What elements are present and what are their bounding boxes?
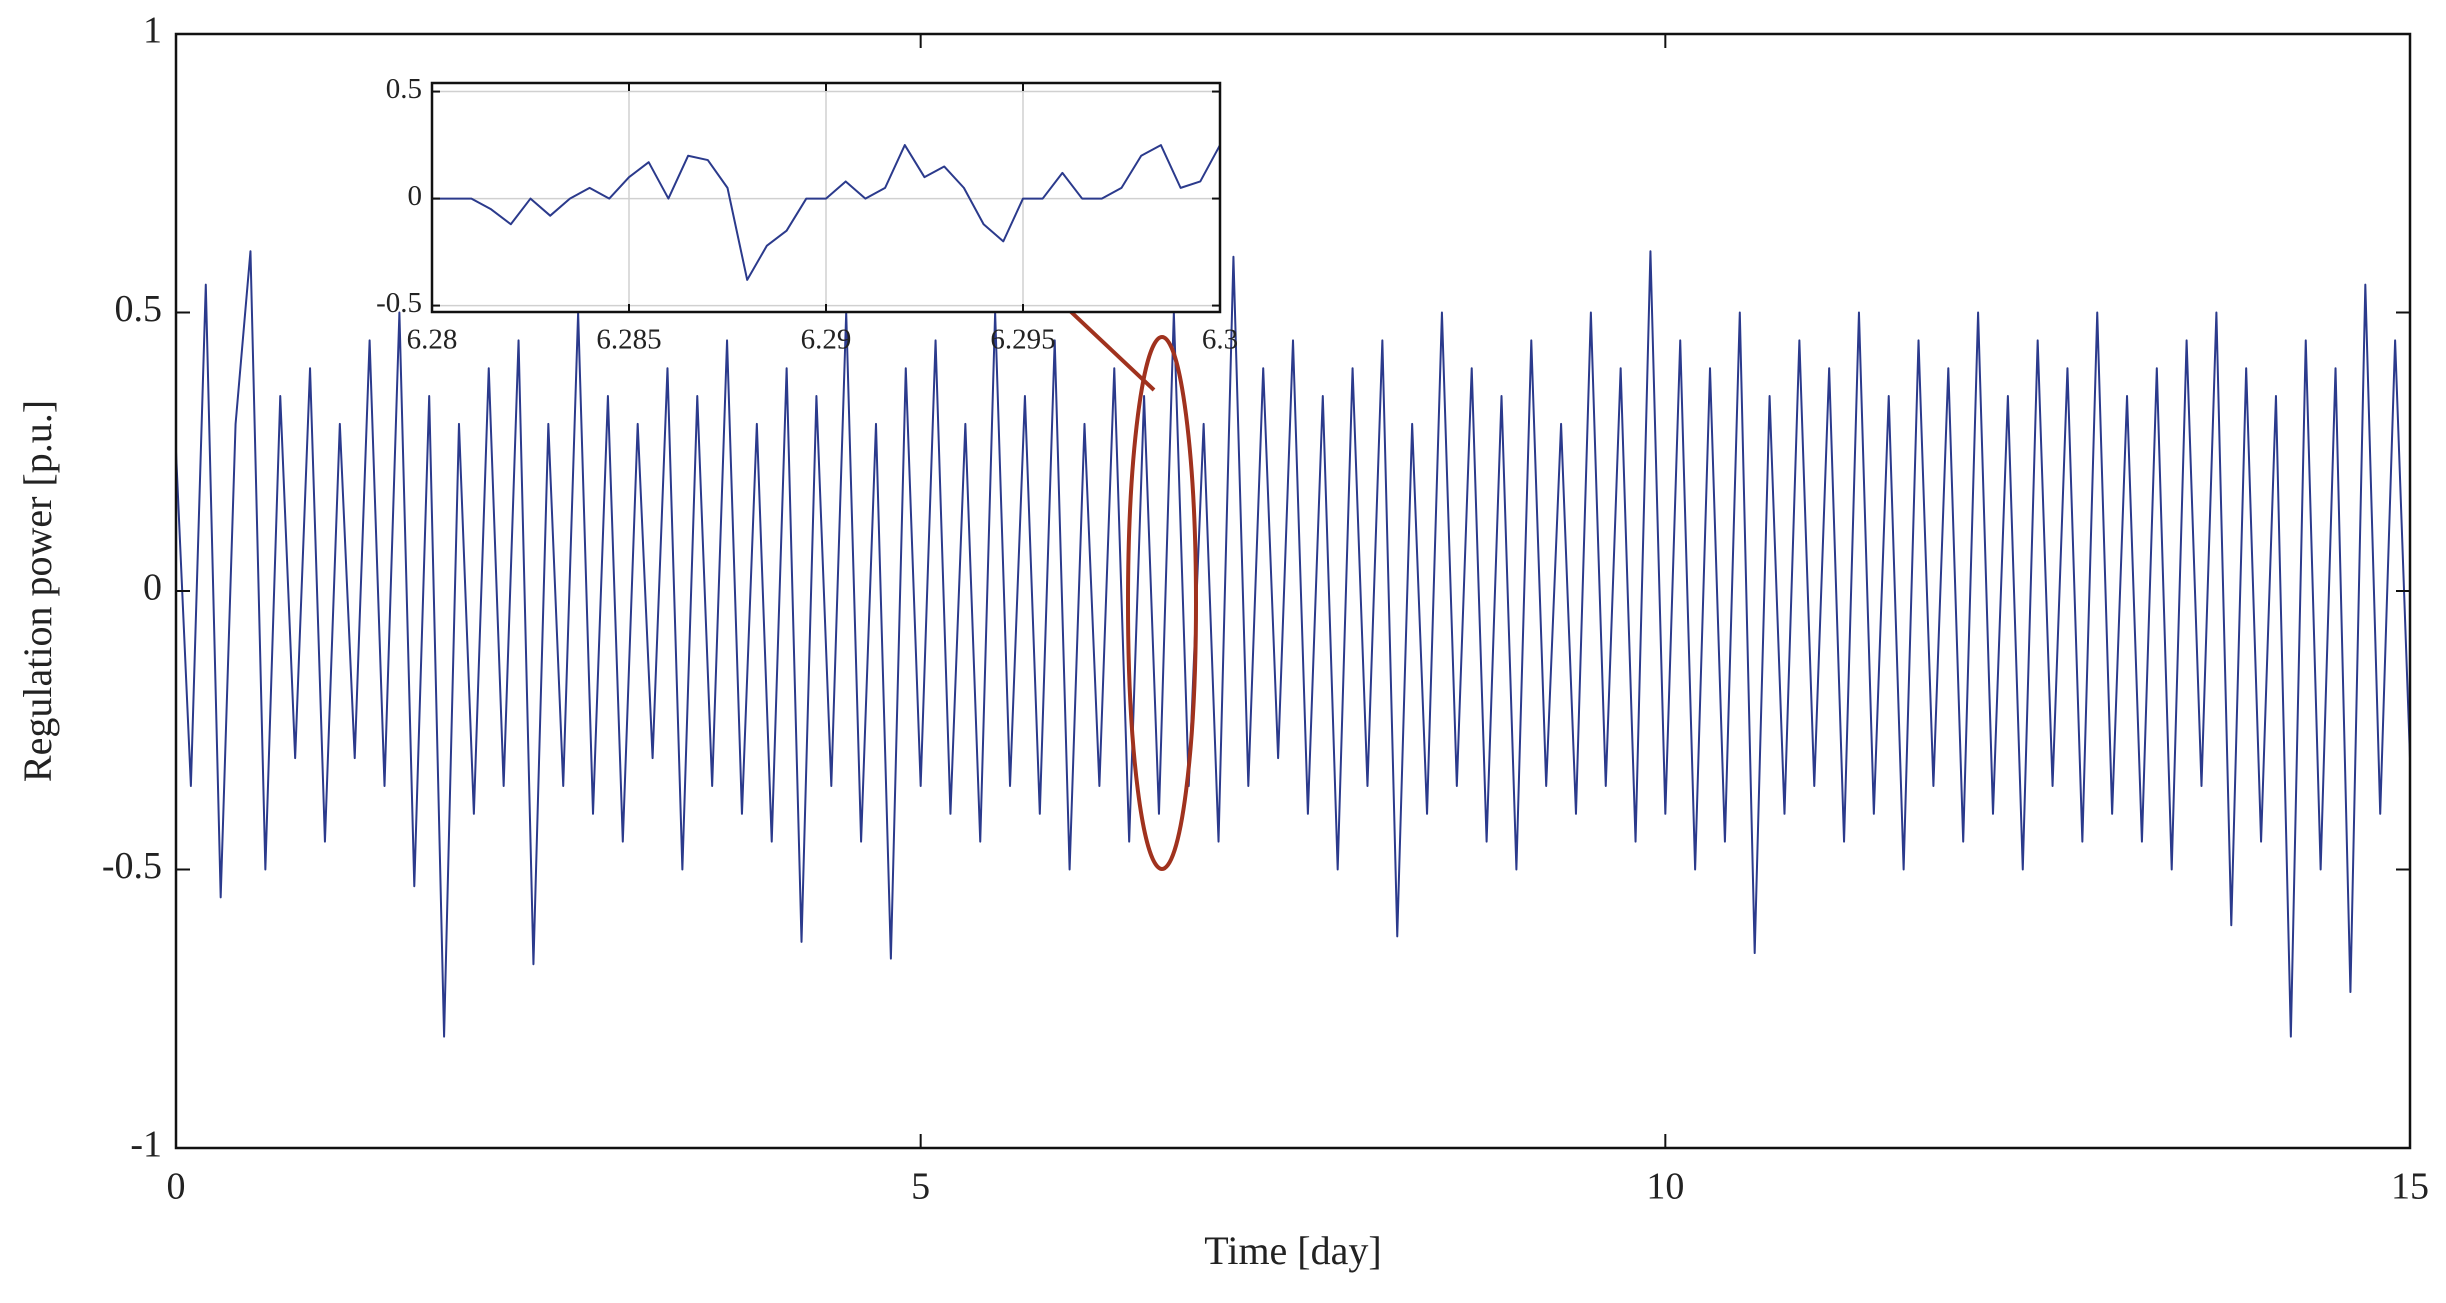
x-tick-label: 6.29	[801, 324, 852, 356]
y-tick-label: 1	[143, 10, 162, 52]
data-line	[175, 250, 2411, 1038]
x-tick-label: 10	[1646, 1166, 1684, 1208]
x-tick-label: 6.28	[407, 324, 458, 356]
x-tick-label: 5	[911, 1166, 930, 1208]
x-axis-label: Time [day]	[1204, 1228, 1381, 1273]
y-axis-label: Regulation power [p.u.]	[15, 400, 60, 782]
data-line	[432, 144, 1221, 281]
y-tick-label: 0.5	[115, 288, 163, 330]
highlight-ellipse	[1126, 335, 1198, 871]
y-tick-label: -1	[130, 1124, 162, 1166]
x-tick-label: 6.295	[990, 324, 1055, 356]
inset-chart: 6.28 6.285 6.29 6.295 6.3 -0.5 0 0.5	[376, 73, 1238, 355]
x-tick-label: 15	[2391, 1166, 2429, 1208]
y-tick-label: 0.5	[386, 73, 422, 105]
x-tick-label: 6.285	[596, 324, 661, 356]
y-tick-label: 0	[143, 567, 162, 609]
x-tick-label: 0	[167, 1166, 186, 1208]
y-tick-label: -0.5	[102, 845, 162, 887]
y-tick-label: -0.5	[376, 287, 422, 319]
y-tick-label: 0	[408, 180, 423, 212]
x-tick-label: 6.3	[1202, 324, 1238, 356]
